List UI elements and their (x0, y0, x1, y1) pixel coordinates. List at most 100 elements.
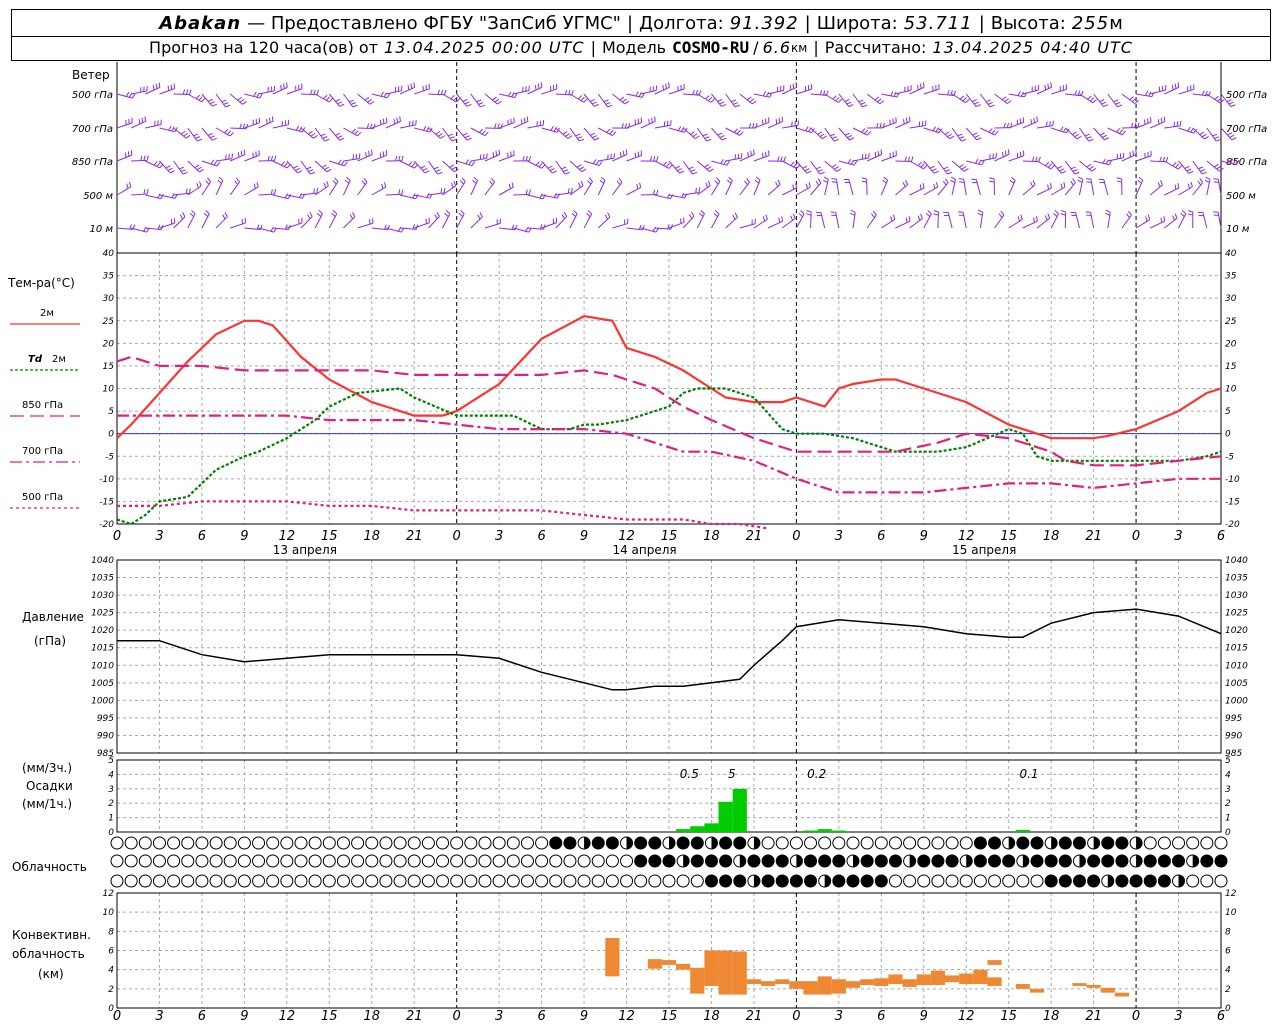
wind-barb-staff (725, 157, 742, 162)
wind-barb-flag (927, 210, 932, 215)
wind-barb-staff (711, 213, 720, 229)
wind-barb (640, 85, 658, 95)
cloud-cover-symbol (832, 874, 846, 888)
cloud-cover-symbol (1200, 874, 1214, 888)
pres-ytick-right: 995 (1225, 714, 1242, 724)
wind-barb-staff (909, 187, 925, 196)
cloud-cover-symbol (436, 854, 450, 868)
wind-barb-flag (1006, 122, 1010, 128)
wind-barb-flag (1085, 178, 1092, 180)
wind-barb (838, 127, 855, 141)
wind-barb (498, 182, 514, 196)
wind-barb (1036, 82, 1053, 95)
temp-ytick-left: 5 (108, 407, 114, 417)
day-label: 13 апреля (273, 543, 337, 557)
wind-barb-staff (314, 185, 329, 196)
wind-barb-staff (173, 127, 187, 139)
precip-ytick-right: 4 (1225, 770, 1231, 780)
cloud-cover-symbol (280, 874, 294, 888)
cloud-cover-symbol (988, 836, 1002, 850)
wind-barb-flag (576, 164, 582, 168)
wind-barb-flag (1214, 163, 1219, 168)
wind-barb (725, 176, 733, 196)
wind-barb-flag (189, 212, 195, 218)
cloud-cover-symbol (110, 854, 124, 868)
wind-barb (1064, 127, 1082, 140)
cloud-cover-symbol (634, 874, 648, 888)
wind-barb (1008, 150, 1025, 162)
cloud-cover-symbol (945, 854, 959, 868)
wind-barb-flag (168, 125, 172, 131)
cloud-cover-half (1079, 855, 1086, 867)
wind-barb-flag (917, 84, 919, 91)
wind-barb (300, 89, 319, 96)
wind-barb-staff (1093, 127, 1105, 141)
wind-barb-flag (792, 83, 795, 89)
wind-barb-staff (583, 181, 593, 196)
wind-barb-flag (1174, 213, 1178, 219)
wind-barb-flag (734, 212, 738, 218)
wind-barb-staff (725, 127, 741, 136)
wind-barb-staff (1178, 160, 1190, 174)
precip-bar (803, 830, 818, 832)
wind-barb-flag (1134, 122, 1137, 128)
wind-barb-staff (654, 86, 670, 95)
conv-xtick: 6 (877, 1009, 885, 1024)
wind-barb-staff (187, 93, 203, 103)
wind-barb-flag (462, 98, 468, 102)
wind-barb-staff (1206, 93, 1221, 104)
wind-barb-staff (668, 160, 680, 174)
model-label: Модель (601, 38, 667, 57)
wind-barb-staff (1064, 160, 1076, 175)
wind-barb-flag (808, 182, 811, 188)
wind-barb-flag (126, 183, 129, 189)
wind-barb-flag (191, 210, 196, 215)
wind-barb (1036, 160, 1055, 170)
wind-barb-flag (207, 98, 213, 102)
wind-barb-flag (1105, 212, 1111, 216)
wind-barb-flag (904, 156, 908, 162)
precip-frame (116, 759, 1222, 833)
wind-barb-flag (415, 194, 419, 199)
wind-barb (711, 127, 727, 141)
wind-barb-flag (185, 188, 188, 194)
wind-barb-flag (707, 180, 711, 186)
series-t500 (117, 500, 769, 530)
wind-barb-staff (116, 186, 132, 196)
cloud-cover-symbol (860, 854, 874, 868)
wind-barb-flag (945, 169, 951, 172)
conv-xtick: 12 (958, 1009, 975, 1024)
wind-barb-flag (331, 212, 336, 218)
wind-barb-flag (196, 138, 203, 142)
wind-barb (414, 217, 430, 229)
wind-barb-flag (363, 177, 368, 183)
wind-barb (852, 127, 872, 136)
conv-bar (959, 973, 974, 985)
cloud-cover-symbol (605, 854, 619, 868)
wind-barb-flag (762, 91, 767, 97)
wind-barb (371, 91, 391, 99)
wind-barb-staff (668, 194, 685, 199)
wind-barb (668, 217, 685, 229)
conv-ytick-left: 10 (103, 908, 115, 918)
wind-barb-staff (131, 159, 148, 162)
wind-barb-staff (640, 120, 656, 129)
wind-barb-staff (1103, 179, 1109, 196)
wind-barb-flag (604, 214, 608, 220)
wind-barb (1178, 209, 1187, 229)
conv-ytick-right: 8 (1225, 927, 1231, 937)
cloud-cover-symbol (138, 836, 152, 850)
wind-barb-flag (877, 98, 882, 103)
wind-barb-flag (398, 155, 401, 161)
cloud-cover-symbol (888, 854, 902, 868)
wind-barb (343, 176, 351, 196)
wind-barb-flag (344, 179, 350, 184)
wind-barb-flag (762, 216, 766, 222)
pres-ytick-left: 1025 (91, 609, 114, 619)
wind-barb-flag (755, 176, 761, 181)
wind-barb (470, 153, 488, 162)
pres-ytick-right: 1030 (1225, 591, 1248, 601)
wind-barb-flag (1157, 119, 1160, 125)
wind-barb-flag (622, 98, 627, 103)
cloud-cover-symbol (874, 854, 888, 868)
